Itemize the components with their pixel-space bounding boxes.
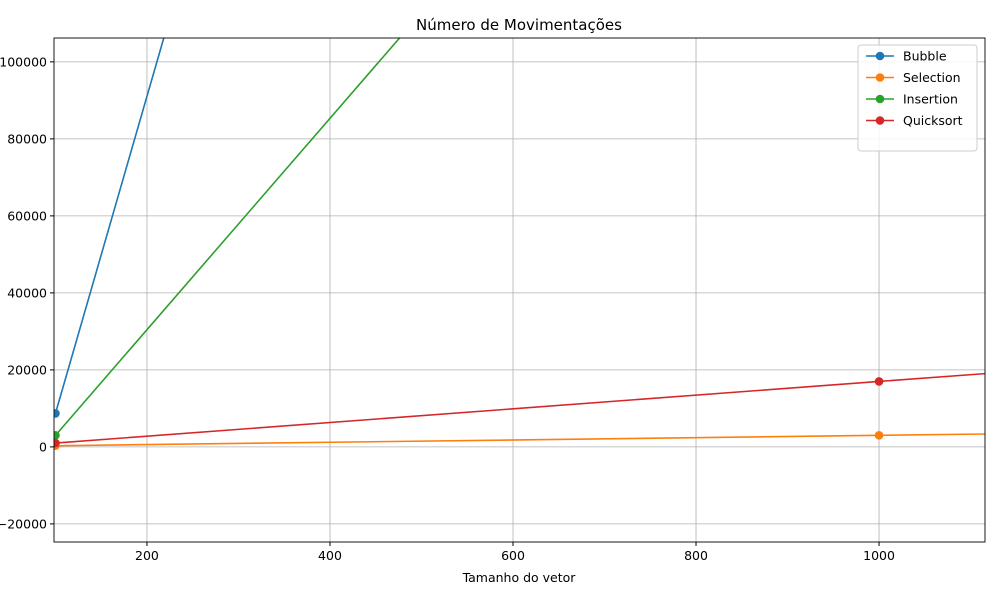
legend: Bubble Selection Insertion Quicksort xyxy=(857,44,978,152)
x-tick-label: 800 xyxy=(684,548,708,563)
legend-marker xyxy=(875,116,885,125)
data-point xyxy=(874,431,884,440)
x-tick-label: 200 xyxy=(135,548,159,563)
legend-label: Quicksort xyxy=(903,113,963,128)
legend-marker xyxy=(875,51,885,61)
legend-label: Insertion xyxy=(903,92,958,107)
series-line xyxy=(54,38,401,436)
y-tick-label: 0 xyxy=(39,439,47,454)
x-axis-label: Tamanho do vetor xyxy=(462,570,577,585)
legend-label: Selection xyxy=(903,70,961,85)
y-tick-label: 100000 xyxy=(0,54,47,69)
legend-marker xyxy=(875,94,885,104)
y-tick-label: 60000 xyxy=(7,208,47,223)
y-tick-label: 40000 xyxy=(7,285,47,300)
x-tick-label: 1000 xyxy=(863,548,895,563)
x-tick-label: 400 xyxy=(318,548,342,563)
plot-area xyxy=(54,38,985,451)
series-line xyxy=(55,433,985,447)
data-point xyxy=(54,409,60,418)
legend-label: Bubble xyxy=(903,49,947,64)
y-tick-label: 80000 xyxy=(7,131,47,146)
x-tick-label: 600 xyxy=(501,548,525,563)
y-tick-label: −20000 xyxy=(0,516,47,531)
y-tick-label: 20000 xyxy=(7,362,47,377)
plot-frame xyxy=(53,37,986,543)
data-point xyxy=(54,438,60,448)
legend-box xyxy=(857,44,978,152)
data-point xyxy=(54,431,60,440)
data-point xyxy=(874,377,884,386)
chart-title: Número de Movimentações xyxy=(416,16,622,34)
legend-marker xyxy=(875,73,885,82)
